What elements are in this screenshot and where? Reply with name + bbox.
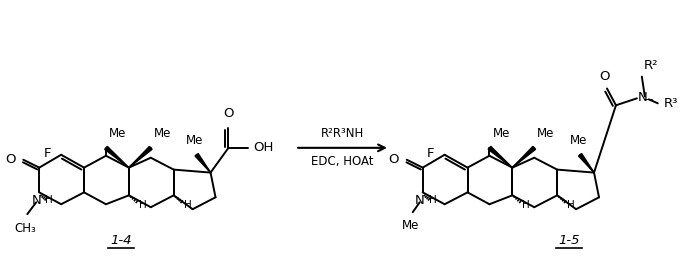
Text: Me: Me — [154, 127, 171, 140]
Text: N: N — [415, 194, 424, 207]
Text: 1-5: 1-5 — [559, 234, 580, 247]
Text: OH: OH — [253, 141, 274, 154]
Text: Me: Me — [538, 127, 554, 140]
Text: N: N — [31, 194, 41, 207]
Text: O: O — [600, 69, 610, 82]
Text: Me: Me — [402, 219, 419, 232]
Text: H: H — [522, 200, 530, 210]
Text: O: O — [223, 107, 233, 120]
Text: R³: R³ — [664, 97, 678, 110]
Text: Me: Me — [570, 134, 586, 147]
Text: O: O — [389, 153, 399, 166]
Text: Me: Me — [492, 127, 510, 140]
Text: H: H — [428, 195, 437, 205]
Text: F: F — [43, 147, 51, 160]
Text: N: N — [638, 91, 647, 104]
Text: CH₃: CH₃ — [15, 222, 36, 235]
Polygon shape — [579, 153, 594, 173]
Text: Me: Me — [109, 127, 127, 140]
Text: H: H — [45, 195, 53, 205]
Text: 1-4: 1-4 — [110, 234, 131, 247]
Text: R²: R² — [644, 59, 658, 72]
Text: O: O — [5, 153, 15, 166]
Text: R²R³NH: R²R³NH — [321, 127, 364, 140]
Polygon shape — [129, 146, 152, 168]
Polygon shape — [195, 153, 210, 173]
Text: H: H — [568, 200, 575, 210]
Text: H: H — [184, 200, 192, 210]
Text: F: F — [427, 147, 434, 160]
Polygon shape — [488, 146, 512, 168]
Text: −: − — [644, 93, 654, 106]
Polygon shape — [105, 146, 129, 168]
Text: EDC, HOAt: EDC, HOAt — [311, 155, 374, 168]
Text: Me: Me — [186, 134, 203, 147]
Text: H: H — [139, 200, 147, 210]
Polygon shape — [512, 146, 535, 168]
